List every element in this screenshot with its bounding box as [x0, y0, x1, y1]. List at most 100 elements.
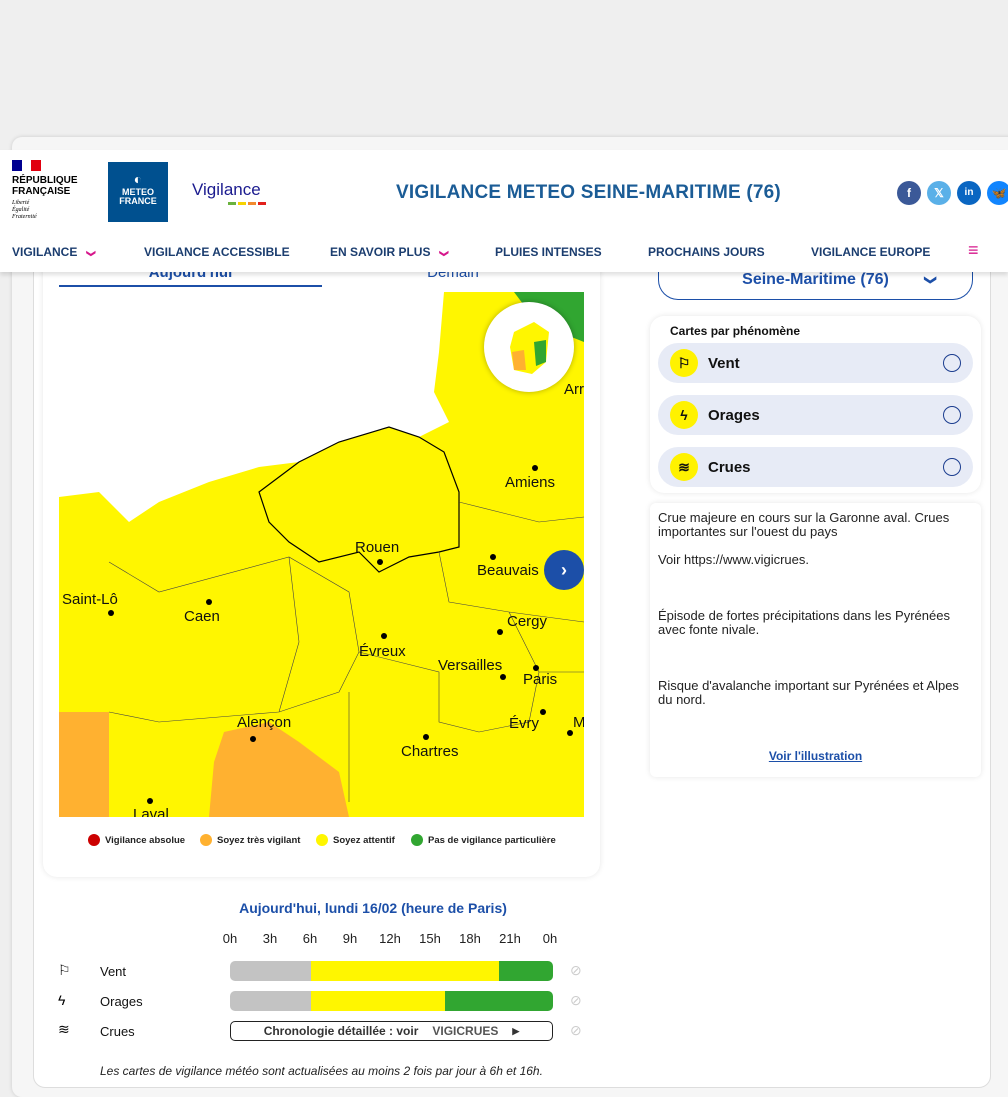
radio-button[interactable] [943, 354, 961, 372]
waves-icon: ≋ [670, 453, 698, 481]
mf-text: FRANCE [119, 196, 157, 206]
republique-francaise-logo[interactable]: RÉPUBLIQUE FRANÇAISE Liberté Égalité Frate… [12, 160, 78, 221]
city-label: Évry [509, 715, 539, 732]
row-label: Orages [100, 994, 143, 1009]
page-title: VIGILANCE METEO SEINE-MARITIME (76) [396, 182, 781, 203]
city-label: M [573, 714, 584, 731]
windsock-icon: ⚐ [670, 349, 698, 377]
legend-item: Soyez très vigilant [200, 834, 300, 846]
city-label: Versailles [438, 657, 503, 674]
phenomenon-crues[interactable]: ≋ Crues [658, 447, 973, 487]
mf-text: METEO [121, 187, 154, 197]
city-label: Saint-Lô [62, 591, 118, 608]
radio-button[interactable] [943, 458, 961, 476]
city-label: Amiens [505, 474, 556, 491]
rf-line: FRANÇAISE [12, 186, 71, 197]
phenomenon-orages[interactable]: ϟ Orages [658, 395, 973, 435]
nav-vigilance-accessible[interactable]: VIGILANCE ACCESSIBLE [144, 245, 290, 259]
city-label: Évreux [359, 643, 406, 660]
france-minimap-button[interactable] [484, 302, 574, 392]
voir-illustration-link[interactable]: Voir l'illustration [768, 749, 863, 763]
timeline-segment-green [499, 961, 553, 981]
vigicrues-link[interactable]: Chronologie détaillée : voir VIGICRUES ▶ [230, 1021, 553, 1041]
hour-tick: 6h [302, 931, 318, 946]
phenomena-title: Cartes par phénomène [670, 324, 801, 338]
waves-icon: ≋ [58, 1021, 70, 1037]
hour-tick: 12h [379, 931, 401, 946]
bulletin-text: Risque d'avalanche important sur Pyrénée… [658, 678, 959, 707]
red-dot-icon [88, 834, 100, 846]
city-label: Cergy [507, 613, 548, 630]
nav-vigilance[interactable]: VIGILANCE ❯ [12, 245, 97, 259]
bulletin-text: Épisode de fortes précipitations dans le… [658, 608, 950, 637]
chevron-down-icon: ❯ [923, 274, 938, 285]
timeline-segment-grey [230, 961, 311, 981]
nav-pluies-intenses[interactable]: PLUIES INTENSES [495, 245, 602, 259]
map-shapes [59, 292, 584, 817]
vigilance-logo-text: Vigilance [192, 180, 261, 199]
chevron-down-icon: ❯ [86, 249, 97, 258]
bluesky-icon[interactable]: 🦋 [987, 181, 1008, 205]
timeline-segment-green [445, 991, 553, 1011]
hour-tick: 15h [419, 931, 441, 946]
vent-timeline-bar [230, 961, 553, 981]
motto: Égalité [12, 207, 30, 213]
city-label: Paris [523, 671, 558, 688]
hour-tick: 18h [459, 931, 481, 946]
bulletin-text: Crue majeure en cours sur la Garonne ava… [658, 510, 950, 539]
eye-slash-icon[interactable]: ⊘ [570, 1022, 582, 1038]
eye-slash-icon[interactable]: ⊘ [570, 962, 582, 978]
hour-tick: 9h [342, 931, 358, 946]
vigilance-map[interactable]: › Amiens Rouen Beauvais Saint-Lô Caen Ce… [59, 292, 584, 817]
row-label: Vent [100, 964, 127, 979]
legend-item: Soyez attentif [316, 834, 395, 846]
legend-item: Vigilance absolue [88, 834, 185, 846]
orange-dot-icon [200, 834, 212, 846]
facebook-icon[interactable]: f [897, 181, 921, 205]
timeline-segment-grey [230, 991, 311, 1011]
vigicrues-logo: VIGICRUES [432, 1024, 499, 1038]
nav-vigilance-europe[interactable]: VIGILANCE EUROPE [811, 245, 931, 259]
hour-tick: 21h [499, 931, 521, 946]
next-map-button[interactable]: › [544, 550, 584, 590]
orange-zone [209, 722, 349, 817]
footnote: Les cartes de vigilance météo sont actua… [100, 1064, 543, 1078]
timeline-title: Aujourd'hui, lundi 16/02 (heure de Paris… [239, 900, 507, 916]
france-minimap-icon [510, 322, 549, 374]
bulletin-card [650, 503, 981, 777]
phenomenon-vent[interactable]: ⚐ Vent [658, 343, 973, 383]
sea [59, 292, 449, 522]
yellow-dot-icon [316, 834, 328, 846]
city-label: Beauvais [477, 562, 539, 579]
nav-en-savoir-plus[interactable]: EN SAVOIR PLUS ❯ [330, 245, 450, 259]
legend-item: Pas de vigilance particulière [411, 834, 556, 846]
menu-icon[interactable]: ≡ [968, 240, 979, 260]
city-label: Laval [133, 806, 169, 817]
eye-slash-icon[interactable]: ⊘ [570, 992, 582, 1008]
timeline-segment-yellow [310, 961, 500, 981]
x-icon[interactable]: 𝕏 [927, 181, 951, 205]
chevron-down-icon: ❯ [439, 249, 450, 258]
meteo-france-logo[interactable]: ◐ METEO FRANCE [108, 162, 168, 222]
vigilance-logo[interactable]: Vigilance [192, 180, 266, 205]
orange-zone [59, 712, 109, 817]
green-dot-icon [411, 834, 423, 846]
rf-line: RÉPUBLIQUE [12, 175, 78, 186]
orages-timeline-bar [230, 991, 553, 1011]
nav-prochains-jours[interactable]: PROCHAINS JOURS [648, 245, 765, 259]
hour-tick: 3h [262, 931, 278, 946]
windsock-icon: ⚐ [58, 962, 71, 978]
site-header: RÉPUBLIQUE FRANÇAISE Liberté Égalité Frate… [0, 150, 1008, 272]
motto: Liberté [12, 200, 30, 206]
timeline-segment-yellow [310, 991, 446, 1011]
lightning-icon: ϟ [670, 401, 698, 429]
city-label: Arr [564, 381, 584, 398]
bulletin-text: Voir https://www.vigicrues. [658, 552, 809, 567]
hour-tick: 0h [222, 931, 238, 946]
row-label: Crues [100, 1024, 135, 1039]
radio-button[interactable] [943, 406, 961, 424]
city-label: Chartres [401, 743, 459, 760]
lightning-icon: ϟ [58, 992, 66, 1008]
linkedin-icon[interactable]: in [957, 181, 981, 205]
seine-maritime-outline [258, 426, 460, 573]
